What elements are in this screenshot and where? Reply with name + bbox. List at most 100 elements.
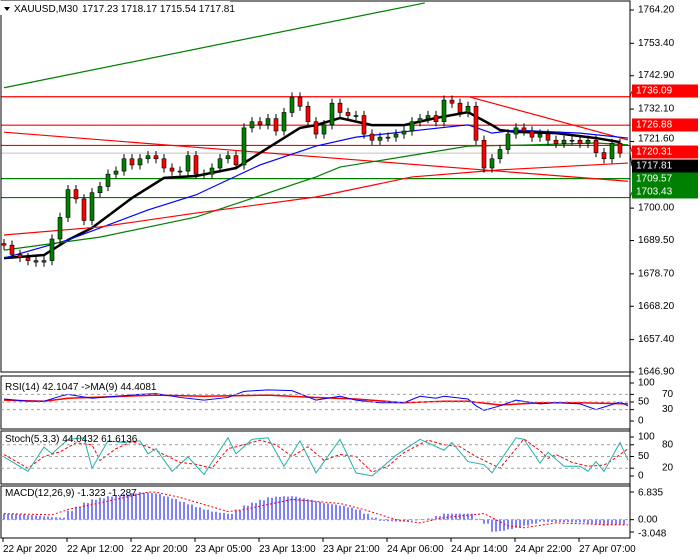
candle	[369, 133, 375, 141]
triangle-down-icon[interactable]	[4, 7, 10, 11]
candle	[105, 173, 111, 187]
candle	[345, 112, 351, 116]
time-tick-label: 27 Apr 07:00	[579, 544, 636, 555]
axis-tick-label: 100	[638, 378, 655, 389]
candle	[497, 149, 503, 160]
candle	[137, 158, 143, 166]
candle	[217, 158, 223, 169]
candle	[337, 102, 343, 113]
candle	[601, 152, 607, 160]
price-tick-label: 1657.40	[638, 334, 675, 345]
current-price-tag	[632, 159, 698, 173]
candle	[473, 105, 479, 141]
price-tick-label: 1764.20	[638, 5, 675, 16]
level-price-tag	[632, 172, 698, 186]
time-tick-label: 22 Apr 20:00	[131, 544, 188, 555]
time-tick-label: 23 Apr 13:00	[259, 544, 316, 555]
time-tick-label: 22 Apr 12:00	[67, 544, 124, 555]
moving-average-line	[3, 110, 621, 260]
candle	[201, 173, 207, 176]
candle	[489, 158, 495, 169]
candle	[329, 102, 335, 126]
candle	[529, 130, 535, 138]
axis-tick-label: 30	[662, 404, 674, 415]
time-tick-label: 24 Apr 14:00	[451, 544, 508, 555]
price-tick-label: 1732.10	[638, 104, 675, 115]
candle	[313, 121, 319, 135]
panel-frame	[0, 0, 631, 373]
time-tick-label: 24 Apr 22:00	[515, 544, 572, 555]
candle	[17, 254, 23, 258]
candle	[377, 136, 383, 141]
candle	[449, 99, 455, 104]
candle	[561, 139, 567, 144]
stoch-signal-line	[3, 438, 629, 473]
chart-header: XAUUSD,M30 1717.23 1718.17 1715.54 1717.…	[0, 1, 235, 15]
price-tick-label: 1721.60	[638, 134, 675, 145]
candle	[417, 118, 423, 123]
axis-tick-label: 0	[638, 416, 644, 427]
axis-tick-label: 50	[638, 397, 650, 408]
rsi-title: RSI(14) 42.1047 ->MA(9) 44.4081	[5, 382, 157, 393]
candle	[545, 133, 551, 141]
candle	[481, 139, 487, 169]
candle	[81, 198, 87, 221]
candle	[129, 158, 135, 166]
candle	[441, 99, 447, 123]
level-price-label: 1709.57	[636, 174, 673, 185]
candle	[113, 170, 119, 175]
candle	[273, 118, 279, 132]
time-tick-label: 22 Apr 2020	[3, 544, 57, 555]
ohlc-values: 1717.23 1718.17 1715.54 1717.81	[82, 4, 235, 15]
price-tick-label: 1700.00	[638, 203, 675, 214]
level-price-tag	[632, 145, 698, 159]
candle	[25, 257, 31, 261]
candle	[265, 118, 271, 126]
axis-tick-label: 6.835	[638, 488, 663, 499]
candle	[577, 139, 583, 144]
axis-tick-label: 100	[638, 432, 655, 443]
candle	[89, 192, 95, 221]
level-price-tag	[632, 84, 698, 98]
price-tick-label: 1668.20	[638, 301, 675, 312]
axis-tick-label: 80	[662, 439, 674, 450]
level-price-label: 1720.31	[636, 147, 673, 158]
symbol-label: XAUUSD,M30	[14, 4, 78, 15]
stochastic-panel	[3, 436, 629, 477]
candle	[41, 260, 47, 263]
candle	[425, 115, 431, 119]
candle	[521, 127, 527, 132]
candle	[249, 121, 255, 129]
candle	[73, 189, 79, 200]
candle	[145, 155, 151, 160]
candle	[233, 155, 239, 166]
candle	[257, 121, 263, 126]
candle	[177, 170, 183, 173]
candle	[393, 133, 399, 138]
candle	[305, 105, 311, 123]
axis-tick-label: -3.048	[638, 529, 667, 540]
candle	[505, 133, 511, 150]
rsi-ma-line	[3, 394, 629, 406]
candle	[361, 115, 367, 135]
price-tick-label: 1646.90	[638, 367, 675, 378]
macd-title: MACD(12,26,9) -1.323 -1.287	[5, 488, 137, 499]
candle	[457, 102, 463, 113]
candle	[33, 260, 39, 263]
candle	[65, 189, 71, 218]
candle	[409, 121, 415, 132]
candle	[569, 139, 575, 142]
candle	[1, 243, 7, 246]
trendline	[3, 131, 629, 182]
axis-tick-label: 0	[638, 471, 644, 482]
candle	[353, 115, 359, 117]
axis-tick-label: 20	[662, 463, 674, 474]
moving-average-line	[3, 162, 629, 236]
axis-tick-label: 70	[662, 389, 674, 400]
candle	[321, 124, 327, 135]
axis-tick-label: 50	[638, 451, 650, 462]
axis-tick-label: 0.00	[638, 515, 658, 526]
candle	[169, 167, 175, 172]
